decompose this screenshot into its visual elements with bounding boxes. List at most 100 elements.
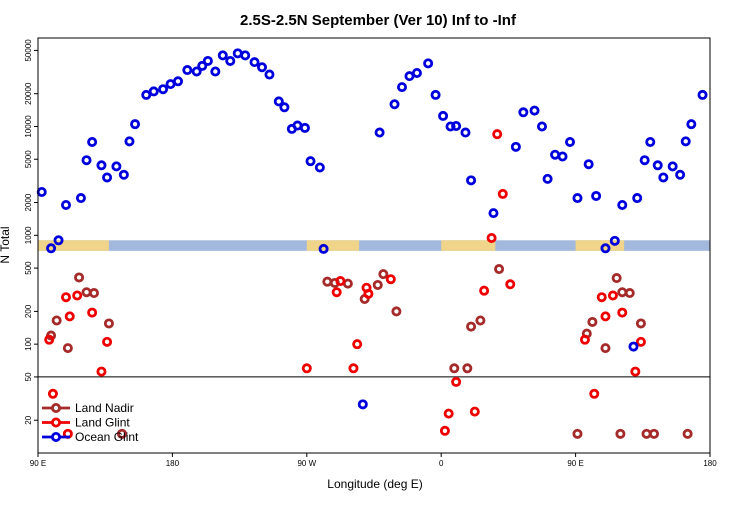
land-nadir-point-14 bbox=[462, 363, 473, 374]
ocean-glint-point-66 bbox=[628, 341, 639, 352]
ocean-glint-point-62 bbox=[591, 190, 602, 201]
ocean-glint-point-14 bbox=[148, 86, 159, 97]
band-highlight-2 bbox=[441, 240, 496, 251]
land-glint-point-11 bbox=[335, 276, 346, 287]
legend-label-ocean-glint: Ocean Glint bbox=[75, 430, 139, 444]
band-highlight-1 bbox=[306, 240, 360, 251]
ocean-glint-point-68 bbox=[639, 155, 650, 166]
ocean-glint-point-58 bbox=[557, 151, 568, 162]
land-nadir-point-31 bbox=[682, 428, 693, 439]
ocean-glint-point-39 bbox=[374, 127, 385, 138]
ocean-glint-point-57 bbox=[550, 149, 561, 160]
ocean-glint-point-27 bbox=[249, 57, 260, 68]
land-nadir-point-28 bbox=[615, 428, 626, 439]
land-nadir-point-12 bbox=[378, 269, 389, 280]
points-layer bbox=[36, 48, 708, 439]
ocean-glint-point-56 bbox=[542, 173, 553, 184]
land-nadir-point-1 bbox=[51, 315, 62, 326]
ocean-glint-point-26 bbox=[240, 50, 251, 61]
ocean-glint-point-35 bbox=[305, 156, 316, 167]
chart-title: 2.5S-2.5N September (Ver 10) Inf to -Inf bbox=[240, 12, 517, 29]
ocean-glint-point-47 bbox=[445, 121, 456, 132]
ocean-glint-point-75 bbox=[686, 119, 697, 130]
y-tick-label-4: 500 bbox=[24, 261, 33, 275]
land-glint-point-7 bbox=[47, 388, 58, 399]
ocean-glint-point-69 bbox=[645, 137, 656, 148]
land-glint-point-31 bbox=[617, 307, 628, 318]
land-glint-point-21 bbox=[479, 285, 490, 296]
land-nadir-point-11 bbox=[372, 279, 383, 290]
y-tick-label-8: 10000 bbox=[24, 115, 33, 138]
x-tick-label-0: 90 E bbox=[30, 459, 46, 468]
y-tick-label-5: 1000 bbox=[24, 226, 33, 244]
ocean-glint-point-73 bbox=[675, 169, 686, 180]
ocean-glint-point-22 bbox=[210, 66, 221, 77]
y-tick-label-6: 2000 bbox=[24, 193, 33, 211]
data-band bbox=[38, 240, 710, 251]
y-tick-label-3: 200 bbox=[24, 304, 33, 318]
land-glint-point-32 bbox=[630, 366, 641, 377]
land-nadir-point-20 bbox=[600, 343, 611, 354]
land-glint-point-0 bbox=[44, 334, 55, 345]
ocean-glint-point-53 bbox=[518, 107, 529, 118]
ocean-glint-point-28 bbox=[256, 62, 267, 73]
band-highlight-0 bbox=[38, 240, 109, 251]
ocean-glint-point-4 bbox=[75, 193, 86, 204]
ocean-glint-point-17 bbox=[172, 76, 183, 87]
ocean-glint-point-6 bbox=[87, 137, 98, 148]
land-glint-point-18 bbox=[443, 408, 454, 419]
ocean-glint-point-36 bbox=[314, 162, 325, 173]
land-glint-point-10 bbox=[331, 287, 342, 298]
ocean-glint-point-12 bbox=[130, 119, 141, 130]
ocean-glint-point-2 bbox=[53, 235, 64, 246]
land-nadir-point-30 bbox=[649, 428, 660, 439]
ocean-glint-point-43 bbox=[411, 67, 422, 78]
legend-marker-land-glint bbox=[51, 417, 62, 428]
land-nadir-point-25 bbox=[117, 428, 128, 439]
x-tick-label-3: 0 bbox=[439, 459, 444, 468]
land-nadir-point-26 bbox=[449, 363, 460, 374]
land-nadir-point-15 bbox=[466, 321, 477, 332]
ocean-glint-point-76 bbox=[697, 89, 708, 100]
land-glint-point-3 bbox=[72, 290, 83, 301]
land-glint-point-6 bbox=[102, 336, 113, 347]
ocean-glint-point-48 bbox=[451, 121, 462, 132]
ocean-glint-point-20 bbox=[197, 60, 208, 71]
land-nadir-point-13 bbox=[391, 306, 402, 317]
land-nadir-point-17 bbox=[494, 264, 505, 275]
legend-marker-ocean-glint bbox=[51, 431, 62, 442]
legend-marker-land-nadir bbox=[51, 402, 62, 413]
land-glint-point-26 bbox=[579, 334, 590, 345]
land-nadir-point-27 bbox=[572, 428, 583, 439]
land-nadir-point-7 bbox=[322, 276, 333, 287]
land-glint-point-33 bbox=[635, 336, 646, 347]
ocean-glint-point-59 bbox=[565, 137, 576, 148]
ocean-glint-point-60 bbox=[572, 193, 583, 204]
ocean-glint-point-51 bbox=[488, 208, 499, 219]
ocean-glint-point-34 bbox=[299, 122, 310, 133]
land-nadir-point-24 bbox=[635, 318, 646, 329]
ocean-glint-point-37 bbox=[318, 243, 329, 254]
x-tick-label-1: 180 bbox=[166, 459, 180, 468]
y-tick-label-7: 5000 bbox=[24, 150, 33, 168]
land-nadir-point-6 bbox=[103, 318, 114, 329]
ocean-glint-point-38 bbox=[357, 399, 368, 410]
y-ticks: 20 50 100 200 500 1000 2000 5000 10000 20000 50000 bbox=[24, 39, 38, 425]
land-glint-point-25 bbox=[505, 279, 516, 290]
land-glint-point-28 bbox=[596, 292, 607, 303]
land-glint-point-20 bbox=[469, 406, 480, 417]
ocean-glint-point-70 bbox=[652, 160, 663, 171]
ocean-glint-point-10 bbox=[118, 169, 129, 180]
ocean-glint-point-41 bbox=[396, 82, 407, 93]
x-tick-label-2: 90 W bbox=[297, 459, 316, 468]
y-tick-label-1: 50 bbox=[24, 372, 33, 381]
ocean-glint-point-29 bbox=[264, 69, 275, 80]
land-nadir-point-5 bbox=[89, 288, 100, 299]
ocean-glint-point-23 bbox=[217, 50, 228, 61]
land-glint-point-30 bbox=[607, 290, 618, 301]
ocean-glint-point-15 bbox=[158, 84, 169, 95]
land-nadir-point-23 bbox=[624, 288, 635, 299]
ocean-glint-point-19 bbox=[191, 66, 202, 77]
ocean-glint-point-46 bbox=[438, 110, 449, 121]
